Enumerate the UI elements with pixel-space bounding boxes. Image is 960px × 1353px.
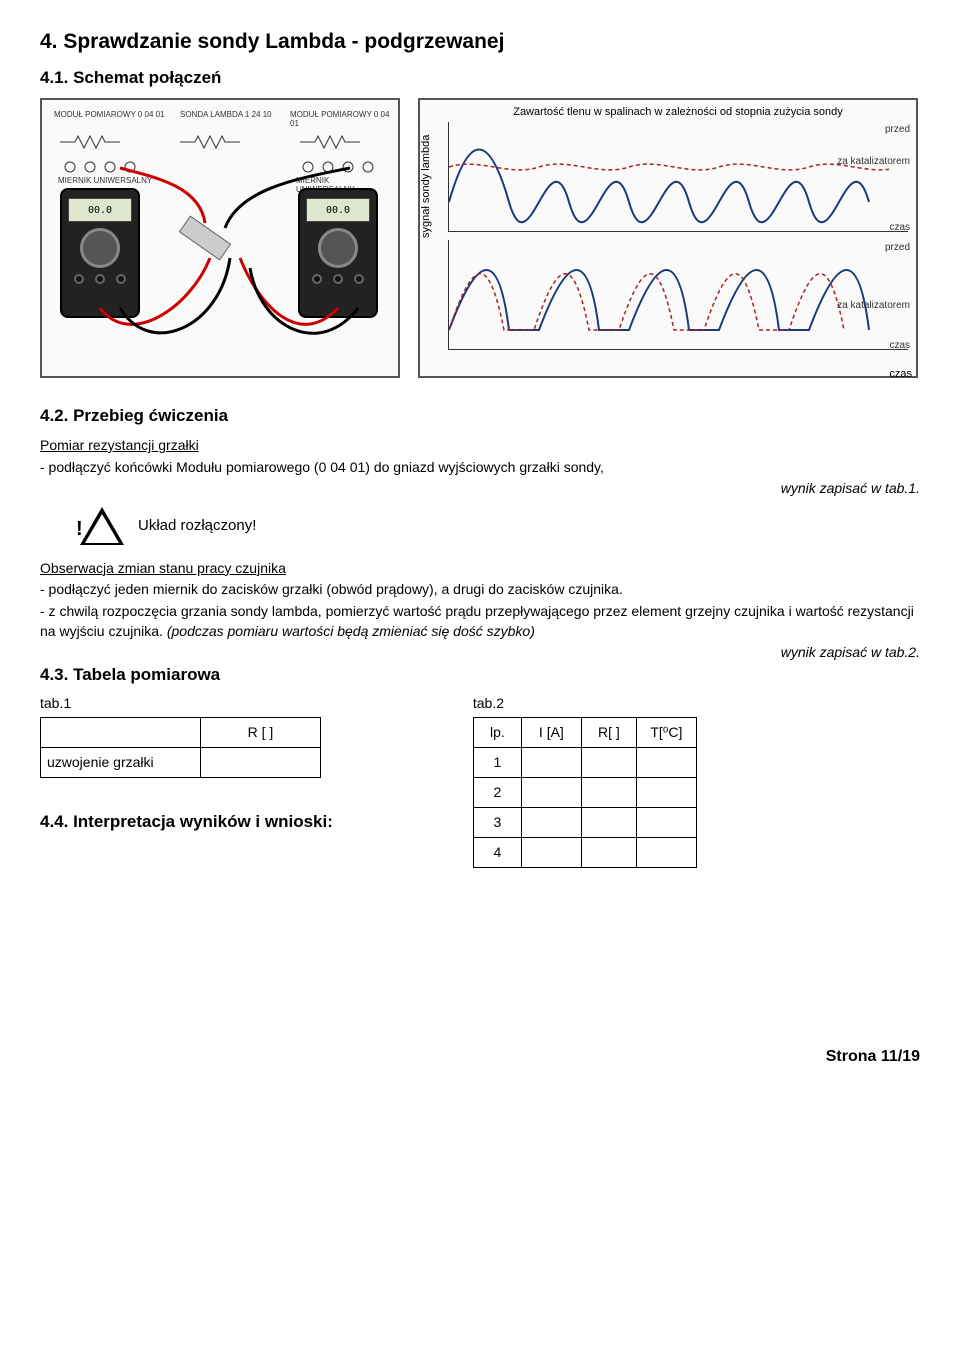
multimeter-left: 00.0 <box>60 188 140 318</box>
obs-line-1: - podłączyć jeden miernik do zacisków gr… <box>40 580 920 600</box>
multimeter-display: 00.0 <box>306 198 370 222</box>
panel-label: MODUŁ POMIAROWY 0 04 01 <box>54 110 165 119</box>
table-2-block: tab.2 lp. I [A] R[ ] T[⁰C] 1 2 3 4 <box>473 695 697 868</box>
label-przed: przed <box>885 124 910 135</box>
table-header: T[⁰C] <box>636 717 696 747</box>
figures-row: MODUŁ POMIAROWY 0 04 01 SONDA LAMBDA 1 2… <box>40 98 920 378</box>
table-1-block: tab.1 R [ ] uzwojenie grzałki 4.4. Inter… <box>40 695 333 868</box>
table-cell: 1 <box>473 747 521 777</box>
table-cell <box>521 777 581 807</box>
section-4-1-heading: 4.1. Schemat połączeń <box>40 68 920 88</box>
wiring-diagram-figure: MODUŁ POMIAROWY 0 04 01 SONDA LAMBDA 1 2… <box>40 98 400 378</box>
signal-chart-figure: Zawartość tlenu w spalinach w zależności… <box>418 98 918 378</box>
table-cell <box>41 717 201 747</box>
table-1: R [ ] uzwojenie grzałki <box>40 717 321 778</box>
section-4-4-heading: 4.4. Interpretacja wyników i wnioski: <box>40 812 333 832</box>
obs-line-2b: (podczas pomiaru wartości będą zmieniać … <box>167 623 535 639</box>
table-cell <box>521 747 581 777</box>
page-title: 4. Sprawdzanie sondy Lambda - podgrzewan… <box>40 30 920 54</box>
warning-bang-icon: ! <box>76 518 83 541</box>
meas-line: - podłączyć końcówki Modułu pomiarowego … <box>40 458 920 478</box>
lambda-sensor-icon <box>180 208 260 268</box>
warning-text: Układ rozłączony! <box>138 517 256 534</box>
table-cell <box>201 747 321 777</box>
x-axis-label: czas <box>889 368 912 380</box>
y-axis-label: sygnał sondy lambda <box>420 135 432 238</box>
label-czas: czas <box>889 222 910 233</box>
tab1-label: tab.1 <box>40 695 333 711</box>
section-4-2-heading: 4.2. Przebieg ćwiczenia <box>40 406 920 426</box>
table-cell <box>521 837 581 867</box>
warning-row: ! Układ rozłączony! <box>80 507 920 545</box>
table-header: R [ ] <box>201 717 321 747</box>
table-cell: 2 <box>473 777 521 807</box>
table-cell <box>521 807 581 837</box>
table-cell: 3 <box>473 807 521 837</box>
tables-area: tab.1 R [ ] uzwojenie grzałki 4.4. Inter… <box>40 695 920 868</box>
label-czas: czas <box>889 340 910 351</box>
page-footer: Strona 11/19 <box>40 1048 920 1066</box>
meas-subheading: Pomiar rezystancji grzałki <box>40 437 199 453</box>
table-cell <box>636 807 696 837</box>
panel-label: SONDA LAMBDA 1 24 10 <box>180 110 272 119</box>
warning-icon <box>80 507 124 545</box>
section-4-3-heading: 4.3. Tabela pomiarowa <box>40 665 920 685</box>
table-header: I [A] <box>521 717 581 747</box>
table-cell <box>636 777 696 807</box>
label-przed: przed <box>885 242 910 253</box>
table-2: lp. I [A] R[ ] T[⁰C] 1 2 3 4 <box>473 717 697 868</box>
label-za-kat: za katalizatorem <box>837 300 910 311</box>
table-header: R[ ] <box>581 717 636 747</box>
table-cell: 4 <box>473 837 521 867</box>
multimeter-right: 00.0 <box>298 188 378 318</box>
tab2-label: tab.2 <box>473 695 697 711</box>
obs-subheading: Obserwacja zmian stanu pracy czujnika <box>40 560 286 576</box>
table-cell <box>581 747 636 777</box>
result-note-2: wynik zapisać w tab.2. <box>40 643 920 663</box>
table-cell <box>636 747 696 777</box>
chart-caption: Zawartość tlenu w spalinach w zależności… <box>448 106 908 118</box>
table-row-label: uzwojenie grzałki <box>41 747 201 777</box>
table-cell <box>581 777 636 807</box>
table-cell <box>581 807 636 837</box>
table-header: lp. <box>473 717 521 747</box>
result-note-1: wynik zapisać w tab.1. <box>40 479 920 499</box>
table-cell <box>581 837 636 867</box>
table-cell <box>636 837 696 867</box>
chart-pane-top: przed za katalizatorem czas <box>448 122 908 232</box>
label-za-kat: za katalizatorem <box>837 156 910 167</box>
section-4-2-body: Pomiar rezystancji grzałki - podłączyć k… <box>40 436 920 663</box>
multimeter-display: 00.0 <box>68 198 132 222</box>
chart-pane-bottom: przed za katalizatorem czas <box>448 240 908 350</box>
